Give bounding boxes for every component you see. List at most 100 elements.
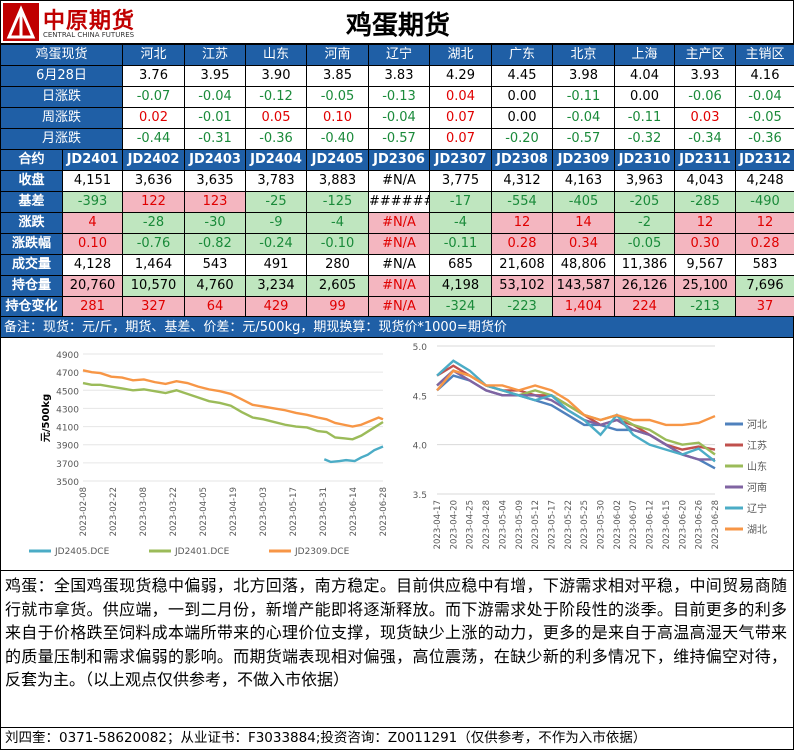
series-line: [436, 369, 716, 456]
futures-cell: 3,775: [429, 170, 493, 192]
contract-header: JD2309: [552, 149, 616, 171]
contact-footer: 刘四奎：0371-58620082；从业证书：F3033884;投资咨询：Z00…: [0, 728, 794, 750]
region-header: 广东: [491, 44, 554, 66]
futures-cell: 25,100: [674, 275, 737, 297]
futures-cell: 0.30: [674, 233, 737, 255]
spot-header-label: 鸡蛋现货: [0, 44, 124, 66]
region-header: 河南: [306, 44, 370, 66]
logo-text: 中原期货: [43, 9, 136, 34]
y-tick-label: 5.0: [413, 343, 428, 353]
spot-cell: 0.00: [491, 107, 554, 129]
spot-price-chart: 5.0 4.5 4.0 3.5 2023-04-17 2023-04-20 2023-04-…: [413, 343, 767, 549]
spot-cell: -0.13: [368, 86, 431, 108]
futures-cell: 3,783: [245, 170, 308, 192]
x-tick-label: 2023-05-04: [498, 500, 508, 549]
spot-cell: -0.01: [184, 107, 247, 129]
contract-header: JD2308: [491, 149, 554, 171]
futures-cell: -125: [306, 191, 370, 213]
x-tick-label: 2023-04-25: [466, 500, 476, 549]
x-tick-label: 2023-06-20: [678, 500, 688, 549]
futures-cell: -25: [245, 191, 308, 213]
futures-cell: 4,248: [735, 170, 794, 192]
futures-cell: 4,151: [61, 170, 124, 192]
futures-row-label: 涨跌幅: [0, 233, 63, 255]
logo-mark-icon: [3, 3, 39, 41]
x-tick-label: 2023-04-05: [199, 487, 209, 536]
x-tick-label: 2023-05-17: [289, 487, 299, 536]
contract-header: JD2403: [184, 149, 247, 171]
futures-cell: 7,696: [735, 275, 794, 297]
x-tick-label: 2023-06-07: [629, 500, 639, 549]
futures-cell: 99: [306, 296, 370, 318]
spot-cell: -0.04: [552, 107, 616, 129]
futures-cell: 37: [735, 296, 794, 318]
futures-cell: 10,570: [122, 275, 186, 297]
x-tick-label: 2023-06-28: [379, 487, 389, 536]
y-tick-label: 3700: [56, 460, 79, 470]
contract-header: JD2405: [306, 149, 370, 171]
spot-cell: -0.11: [614, 107, 676, 129]
spot-cell: 0.10: [306, 107, 370, 129]
futures-cell: 4,760: [184, 275, 247, 297]
futures-cell: 327: [122, 296, 186, 318]
futures-cell: 685: [429, 254, 493, 276]
y-tick-label: 4300: [56, 405, 79, 415]
futures-cell: 12: [674, 212, 737, 234]
spot-row-label: 周涨跌: [0, 107, 124, 129]
spot-cell: 4.45: [491, 65, 554, 87]
futures-cell: 1,404: [552, 296, 616, 318]
futures-price-chart: 4900 4700 4500 4300 4100 3900 3700 3500 元/500kg 2…: [29, 351, 389, 557]
x-tick-label: 2023-05-22: [564, 500, 574, 549]
futures-cell: 4,043: [674, 170, 737, 192]
spot-cell: 4.16: [735, 65, 794, 87]
futures-cell: 26,126: [614, 275, 676, 297]
spot-cell: -0.11: [552, 86, 616, 108]
x-tick-label: 2023-06-14: [349, 487, 359, 536]
spot-cell: 0.07: [429, 128, 493, 150]
spot-cell: -0.07: [122, 86, 186, 108]
futures-cell: -30: [184, 212, 247, 234]
contract-header: JD2404: [245, 149, 308, 171]
contract-header: JD2307: [429, 149, 493, 171]
region-header: 辽宁: [368, 44, 431, 66]
futures-cell: -0.10: [306, 233, 370, 255]
spot-cell: -0.36: [735, 128, 794, 150]
futures-cell: 0.34: [552, 233, 616, 255]
contract-header: JD2402: [122, 149, 186, 171]
spot-row-label: 日涨跌: [0, 86, 124, 108]
futures-cell: -9: [245, 212, 308, 234]
spot-cell: -0.04: [735, 86, 794, 108]
data-table: 鸡蛋现货 河北 江苏 山东 河南 辽宁 湖北 广东 北京 上海 主产区 主销区 6月28日 3.76 3.9…: [0, 44, 794, 318]
futures-cell: -205: [614, 191, 676, 213]
futures-cell: 53,102: [491, 275, 554, 297]
spot-cell: -0.57: [368, 128, 431, 150]
futures-cell: 12: [491, 212, 554, 234]
x-tick-label: 2023-05-03: [259, 487, 269, 536]
futures-cell: -213: [674, 296, 737, 318]
y-tick-label: 4500: [56, 387, 79, 397]
futures-cell: 3,636: [122, 170, 186, 192]
series-line: [82, 381, 384, 441]
y-tick-label: 4900: [56, 351, 79, 361]
spot-cell: 3.83: [368, 65, 431, 87]
spot-cell: -0.32: [614, 128, 676, 150]
y-tick-label: 3500: [56, 478, 79, 488]
x-tick-label: 2023-03-22: [169, 487, 179, 536]
region-header: 江苏: [184, 44, 247, 66]
futures-cell: 491: [245, 254, 308, 276]
futures-cell: #N/A: [368, 296, 431, 318]
legend-label: JD2405.DCE: [54, 547, 110, 557]
spot-cell: 3.98: [552, 65, 616, 87]
spot-cell: -0.04: [368, 107, 431, 129]
spot-cell: 3.95: [184, 65, 247, 87]
x-tick-label: 2023-05-17: [547, 500, 557, 549]
spot-cell: -0.34: [674, 128, 737, 150]
legend-label: 江苏: [747, 439, 767, 452]
futures-cell: 543: [184, 254, 247, 276]
futures-cell: 11,386: [614, 254, 676, 276]
spot-cell: 4.04: [614, 65, 676, 87]
spot-cell: -0.44: [122, 128, 186, 150]
spot-cell: -0.36: [245, 128, 308, 150]
futures-row-label: 涨跌: [0, 212, 63, 234]
logo-english-text: CENTRAL CHINA FUTURES: [43, 31, 135, 39]
